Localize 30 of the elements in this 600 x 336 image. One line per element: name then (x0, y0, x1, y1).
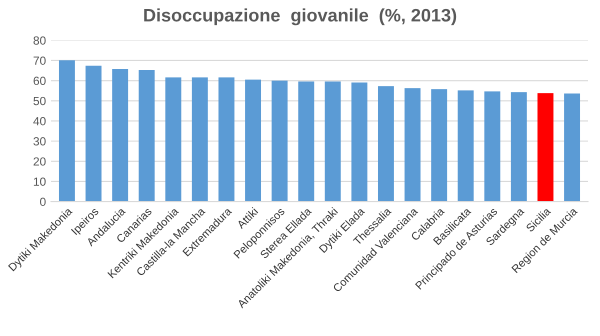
bar (298, 81, 314, 202)
bar (324, 81, 341, 202)
bar (351, 82, 368, 202)
bar (218, 77, 234, 202)
y-tick-label: 20 (34, 157, 46, 166)
bar (86, 66, 102, 202)
bar (510, 92, 527, 202)
chart-title: Disoccupazione giovanile (%, 2013) (144, 8, 456, 26)
bar (484, 91, 500, 202)
y-tick-label: 50 (33, 96, 46, 106)
y-tick-label: 60 (34, 76, 46, 86)
bar (537, 93, 554, 202)
bar (112, 68, 128, 202)
bar (404, 88, 421, 202)
y-tick-label: 0 (40, 198, 46, 206)
bar (431, 89, 448, 202)
bar (458, 90, 474, 202)
y-tick-label: 80 (34, 36, 46, 45)
bar (378, 86, 394, 202)
bar (192, 77, 208, 202)
y-tick-label: 30 (33, 137, 46, 146)
y-tick-label: 40 (33, 116, 46, 126)
bar (245, 80, 262, 202)
bar (165, 77, 182, 202)
y-tick-label: 70 (34, 56, 46, 65)
bar (564, 94, 580, 202)
y-tick-label: 10 (34, 177, 46, 186)
bar (272, 80, 288, 202)
bar (138, 70, 155, 202)
bar (58, 60, 75, 202)
